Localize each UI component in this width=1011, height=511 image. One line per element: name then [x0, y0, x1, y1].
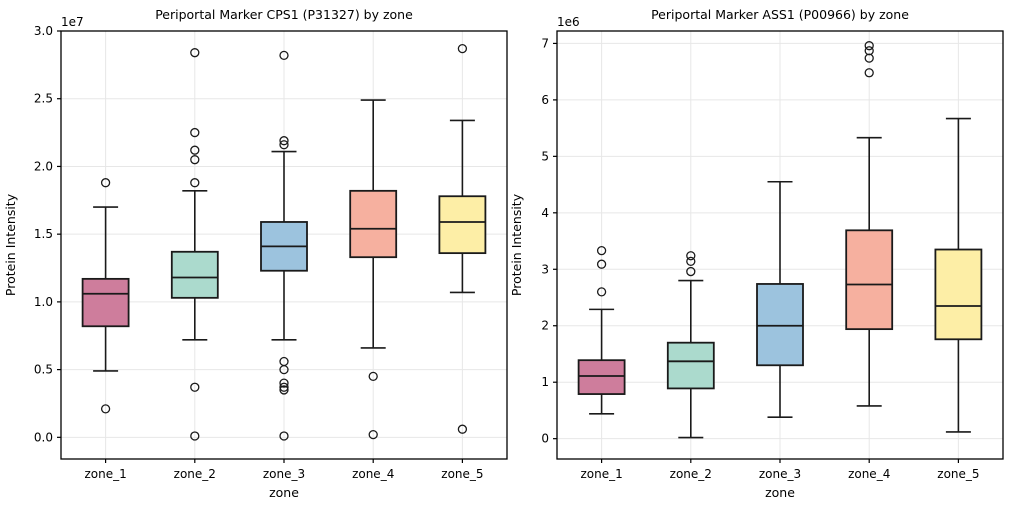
y-tick-label: 3 [541, 262, 549, 276]
boxplot-zone_2 [666, 251, 715, 439]
iqr-box [349, 189, 398, 259]
outlier-point [596, 259, 607, 269]
left-boxplot-axes: 0.0 0.5 1.0 1.5 2.0 2.5 3.0 zone_1 zone_2 zone_3 z… [34, 24, 508, 481]
left-y-axis-offset-label: 1e7 [61, 15, 84, 29]
axes-spines [60, 30, 508, 460]
y-tick-label: 2.0 [34, 159, 53, 173]
outlier-point [279, 378, 289, 388]
boxplot-zone_4 [349, 99, 398, 440]
outlier-point [279, 140, 289, 150]
outlier-point [279, 50, 289, 61]
x-tick-label-zone_2: zone_2 [670, 467, 712, 481]
outlier-point [457, 43, 468, 54]
y-tick-label: 1 [541, 375, 549, 389]
outlier-point [457, 424, 468, 434]
outlier-point [279, 382, 289, 392]
x-tick-label-zone_4: zone_4 [352, 467, 394, 481]
left-y-axis-label: Protein Intensity [3, 193, 18, 296]
boxplot-zone_3 [260, 50, 308, 441]
outlier-point [100, 178, 111, 188]
y-tick-label: 0.0 [34, 430, 53, 444]
outlier-point [864, 41, 874, 51]
x-tick-label-zone_5: zone_5 [937, 467, 979, 481]
x-tick-label-zone_1: zone_1 [580, 467, 622, 481]
outlier-point [686, 266, 696, 277]
outlier-point [368, 429, 378, 440]
y-tick-label: 7 [541, 36, 549, 50]
boxplot-zone_4 [845, 41, 894, 407]
outlier-point [686, 256, 696, 267]
x-tick-label-zone_5: zone_5 [441, 467, 483, 481]
iqr-box [438, 195, 487, 255]
iqr-box [577, 359, 626, 395]
iqr-box [170, 250, 219, 299]
y-tick-label: 3.0 [34, 24, 53, 38]
outlier-point [596, 245, 607, 256]
boxplot-zone_1 [81, 178, 130, 414]
outlier-point [190, 382, 200, 392]
x-tick-label-zone_4: zone_4 [848, 467, 890, 481]
x-tick-label-zone_3: zone_3 [263, 467, 305, 481]
y-tick-label: 2 [541, 319, 549, 333]
outlier-point [864, 68, 874, 78]
outlier-point [279, 385, 289, 395]
boxplot-zone_3 [756, 180, 804, 419]
left-plot-title: Periportal Marker CPS1 (P31327) by zone [155, 7, 413, 22]
outlier-point [864, 46, 874, 56]
right-y-axis-offset-label: 1e6 [557, 15, 580, 29]
y-tick-label: 4 [541, 206, 549, 220]
boxplot-zone_5 [934, 117, 983, 433]
iqr-box [845, 229, 894, 331]
y-tick-label: 0 [541, 432, 549, 446]
boxplot-zone_5 [438, 43, 487, 434]
y-tick-label: 0.5 [34, 363, 53, 377]
outlier-point [279, 136, 289, 146]
outlier-point [279, 431, 289, 441]
outlier-point [190, 155, 200, 165]
outlier-point [190, 178, 200, 188]
outlier-point [864, 53, 874, 63]
right-y-axis-label: Protein Intensity [509, 193, 524, 296]
boxplot-zone_1 [577, 245, 626, 415]
y-tick-label: 6 [541, 93, 549, 107]
outlier-point [190, 431, 200, 441]
x-tick-label-zone_2: zone_2 [174, 467, 216, 481]
iqr-box [756, 283, 804, 367]
outlier-point [686, 251, 696, 261]
right-x-axis-label: zone [765, 485, 795, 500]
iqr-box [666, 341, 715, 390]
right-boxplot-axes: 0 1 2 3 4 5 6 7 zone_1 zone_2 zone_3 zone_4 zone_5 [541, 30, 1004, 481]
y-tick-label: 2.5 [34, 92, 53, 106]
iqr-box [81, 277, 130, 328]
outlier-point [596, 287, 607, 297]
outlier-point [368, 371, 378, 382]
outlier-point [279, 364, 289, 375]
x-tick-label-zone_3: zone_3 [759, 467, 801, 481]
iqr-box [934, 248, 983, 341]
y-tick-label: 1.0 [34, 295, 53, 309]
x-tick-label-zone_1: zone_1 [84, 467, 126, 481]
outlier-point [100, 404, 111, 414]
right-plot-title: Periportal Marker ASS1 (P00966) by zone [651, 7, 909, 22]
outlier-point [190, 127, 200, 138]
outlier-point [190, 145, 200, 155]
left-x-axis-label: zone [269, 485, 299, 500]
axes-spines [556, 30, 1004, 460]
outlier-point [190, 48, 200, 58]
boxplot-zone_2 [170, 48, 219, 441]
y-tick-label: 5 [541, 149, 549, 163]
y-tick-label: 1.5 [34, 227, 53, 241]
